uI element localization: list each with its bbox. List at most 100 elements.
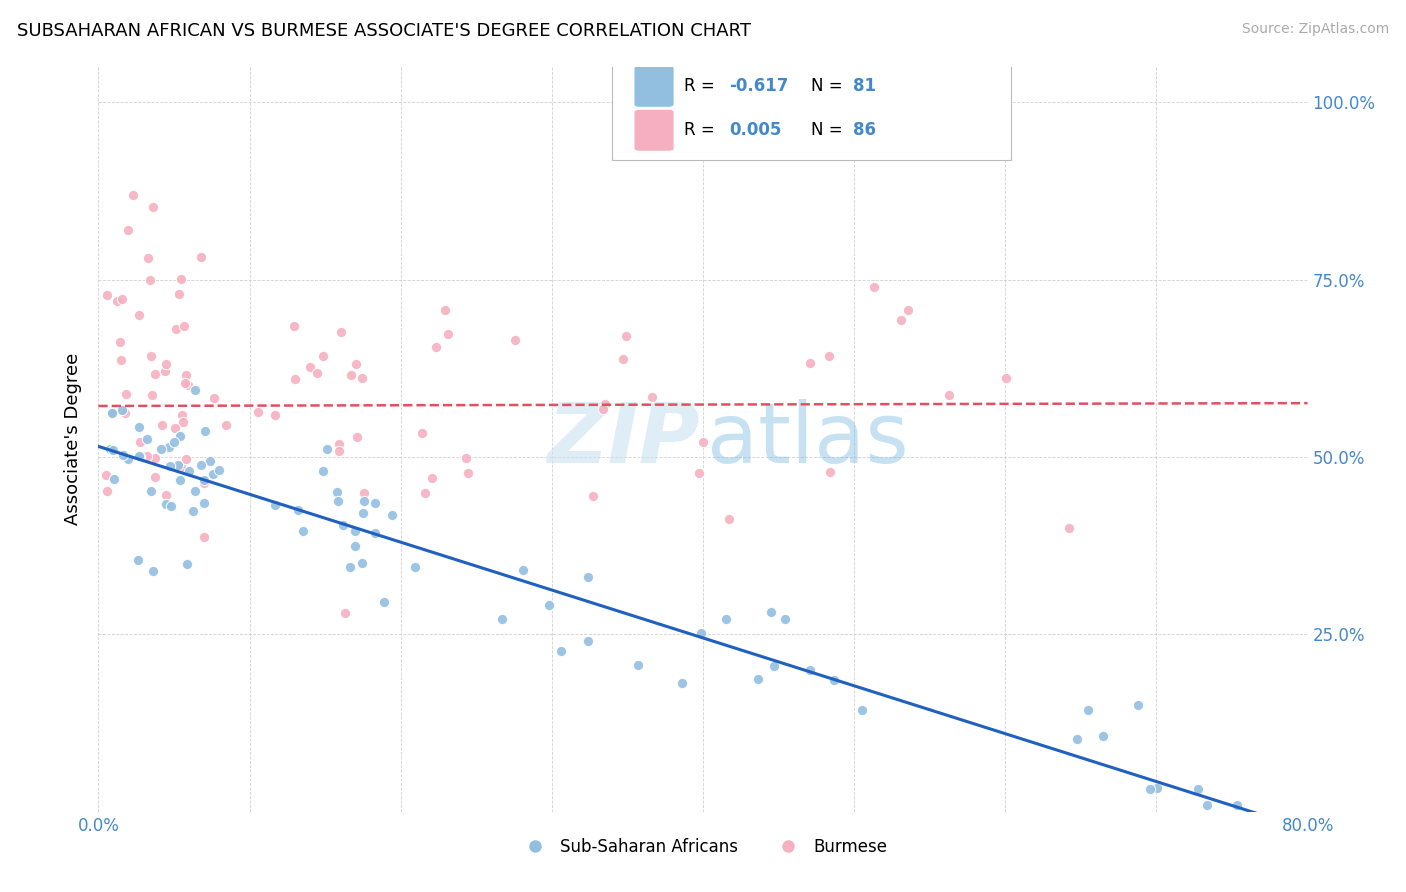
Point [747,673,769,687]
Point [117,223,139,237]
Text: R =: R = [683,78,720,95]
Point [114,406,136,420]
Point [194,424,217,438]
Point [595,397,617,411]
Point [420,470,443,484]
Point [100,442,122,457]
Y-axis label: Associate's Degree: Associate's Degree [65,353,83,525]
Point [155,357,177,371]
Point [353,493,375,508]
Point [332,517,354,532]
Point [284,372,307,386]
Point [890,312,912,326]
FancyBboxPatch shape [634,110,673,151]
Point [326,484,349,499]
Point [714,611,737,625]
Point [155,364,177,378]
Point [512,563,534,577]
Point [160,499,183,513]
Point [159,459,181,474]
Point [136,449,159,463]
Point [169,459,191,474]
Point [247,405,270,419]
Point [641,390,664,404]
Text: 0.005: 0.005 [730,121,782,139]
Point [404,559,426,574]
Point [165,421,187,435]
Point [773,612,796,626]
Point [818,465,841,479]
Point [128,450,150,464]
Point [411,425,433,440]
Point [170,409,193,423]
Point [193,530,215,544]
Point [761,606,783,620]
Point [627,657,650,672]
Point [1128,698,1150,713]
Point [328,493,350,508]
Point [108,335,131,350]
Point [316,442,339,456]
Point [799,356,821,370]
Point [173,376,195,391]
Point [1092,729,1115,743]
Point [1226,797,1249,812]
Point [287,503,309,517]
Point [690,626,713,640]
Point [995,371,1018,385]
Point [169,429,191,443]
Point [582,489,605,503]
Point [184,484,207,499]
Point [264,408,287,422]
FancyBboxPatch shape [613,52,1011,160]
Point [364,495,387,509]
Point [938,387,960,401]
Point [578,570,600,584]
Point [155,497,177,511]
Point [312,350,335,364]
Point [190,458,212,473]
Point [688,466,710,480]
Point [157,440,180,454]
Point [143,450,166,465]
Point [142,564,165,578]
Point [105,293,128,308]
Point [592,402,614,417]
Point [143,470,166,484]
Point [128,450,150,464]
Point [823,673,845,687]
Point [1077,703,1099,717]
Text: SUBSAHARAN AFRICAN VS BURMESE ASSOCIATE'S DEGREE CORRELATION CHART: SUBSAHARAN AFRICAN VS BURMESE ASSOCIATE'… [17,22,751,40]
Point [101,442,124,457]
Point [165,322,187,336]
Point [550,644,572,658]
Point [312,464,335,478]
Point [190,251,212,265]
Point [491,612,513,626]
Point [127,553,149,567]
Point [373,595,395,609]
Point [614,329,637,343]
Point [169,271,191,285]
Point [202,391,225,405]
Point [1187,782,1209,797]
Text: 86: 86 [853,121,876,139]
Point [193,496,215,510]
Point [762,659,785,673]
Point [163,434,186,449]
Point [425,340,447,354]
Point [264,498,287,512]
Point [381,508,404,523]
Point [174,452,197,467]
Point [352,506,374,520]
Point [328,443,350,458]
Text: N =: N = [811,121,848,139]
Point [111,403,134,417]
Legend: Sub-Saharan Africans, Burmese: Sub-Saharan Africans, Burmese [512,831,894,863]
Point [172,415,194,429]
Point [167,458,190,472]
Point [139,273,162,287]
Point [434,302,457,317]
Text: Source: ZipAtlas.com: Source: ZipAtlas.com [1241,22,1389,37]
Point [122,187,145,202]
